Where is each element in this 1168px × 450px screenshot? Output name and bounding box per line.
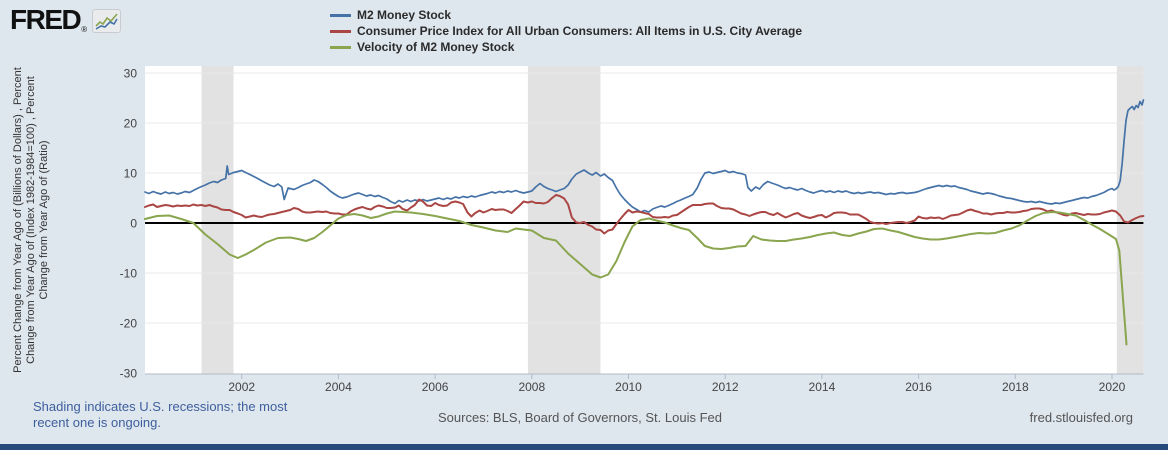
legend-label-cpi: Consumer Price Index for All Urban Consu… <box>357 24 802 38</box>
legend-item-cpi: Consumer Price Index for All Urban Consu… <box>330 23 802 39</box>
x-tick-label: 2002 <box>228 380 255 394</box>
x-tick-label: 2020 <box>1099 380 1126 394</box>
recession-note-link[interactable]: Shading indicates U.S. recessions; the m… <box>33 399 287 431</box>
legend-label-m2: M2 Money Stock <box>357 8 452 22</box>
series-line-1 <box>144 194 1145 235</box>
velocity-line-swatch-icon <box>330 45 351 49</box>
x-tick-label: 2012 <box>712 380 739 394</box>
y-tick-label: 0 <box>130 217 137 231</box>
y-axis-title-line1: Percent Change from Year Ago of (Billion… <box>12 67 24 373</box>
legend: M2 Money Stock Consumer Price Index for … <box>330 7 802 55</box>
bottom-bar <box>0 444 1168 450</box>
legend-item-m2: M2 Money Stock <box>330 7 802 23</box>
x-tick-label: 2014 <box>809 380 836 394</box>
legend-label-velocity: Velocity of M2 Money Stock <box>357 40 515 54</box>
y-axis-title-line2: Change from Year Ago of (Index 1982-1984… <box>25 76 37 364</box>
m2-line-swatch-icon <box>330 13 351 17</box>
y-tick-label: 30 <box>124 67 138 81</box>
recession-note-line2: recent one is ongoing. <box>33 415 161 430</box>
x-tick-label: 2008 <box>518 380 545 394</box>
x-tick-label: 2006 <box>422 380 449 394</box>
sources-text: Sources: BLS, Board of Governors, St. Lo… <box>438 410 722 425</box>
registered-mark: ® <box>81 25 88 34</box>
x-tick-label: 2010 <box>615 380 642 394</box>
recession-band <box>527 66 601 374</box>
y-tick-label: 10 <box>124 167 138 181</box>
x-tick-label: 2016 <box>905 380 932 394</box>
fred-logo-text: FRED <box>10 4 82 35</box>
y-axis-title: Percent Change from Year Ago of (Billion… <box>12 66 54 374</box>
recession-band <box>201 66 234 374</box>
fred-logo[interactable]: FRED ® <box>10 4 122 35</box>
y-tick-label: -30 <box>120 367 138 381</box>
recession-note-line1: Shading indicates U.S. recessions; the m… <box>33 399 288 414</box>
x-tick-label: 2004 <box>325 380 352 394</box>
legend-item-velocity: Velocity of M2 Money Stock <box>330 39 802 55</box>
y-tick-label: -10 <box>120 267 138 281</box>
recession-band <box>1116 66 1144 374</box>
series-line-0 <box>144 99 1145 213</box>
fred-url-link[interactable]: fred.stlouisfed.org <box>1029 410 1133 425</box>
cpi-line-swatch-icon <box>330 29 351 33</box>
y-axis-title-line3: Change from Year Ago of (Ratio) <box>38 140 50 300</box>
y-tick-label: -20 <box>120 317 138 331</box>
y-tick-label: 20 <box>124 117 138 131</box>
fred-sparkline-icon <box>92 9 122 33</box>
x-tick-label: 2018 <box>1002 380 1029 394</box>
series-line-2 <box>144 210 1128 346</box>
